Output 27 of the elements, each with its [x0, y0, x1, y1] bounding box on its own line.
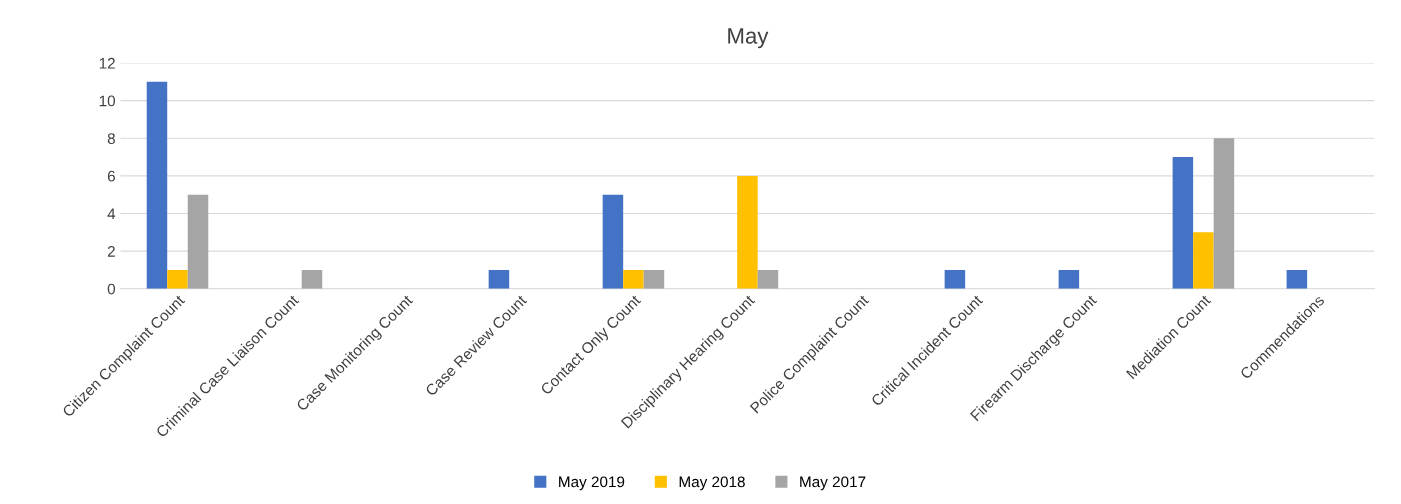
bar [944, 269, 966, 289]
bar [1172, 157, 1194, 289]
y-tick-label: 6 [107, 170, 115, 182]
y-tick-label: 2 [107, 246, 115, 257]
chart-title: May [728, 28, 769, 49]
y-tick-label: 4 [107, 208, 116, 220]
bar [757, 269, 779, 289]
bar [187, 194, 209, 289]
y-tick-label: 12 [99, 57, 115, 69]
legend-label: May 2017 [800, 476, 866, 491]
bar [643, 269, 665, 289]
bar [1213, 138, 1235, 289]
bar [167, 269, 188, 289]
y-tick-label: 8 [107, 133, 115, 144]
legend-label: May 2019 [559, 476, 625, 491]
y-tick-label: 10 [99, 95, 116, 107]
bar [737, 175, 758, 289]
bar [1286, 269, 1308, 289]
bar [1193, 232, 1214, 289]
legend-label: May 2018 [679, 476, 745, 491]
y-tick-label: 0 [107, 283, 116, 295]
bar [301, 269, 323, 289]
bar [488, 269, 510, 289]
bar [602, 194, 624, 289]
bar [623, 269, 644, 289]
bar [146, 81, 168, 289]
bar [1058, 269, 1080, 289]
